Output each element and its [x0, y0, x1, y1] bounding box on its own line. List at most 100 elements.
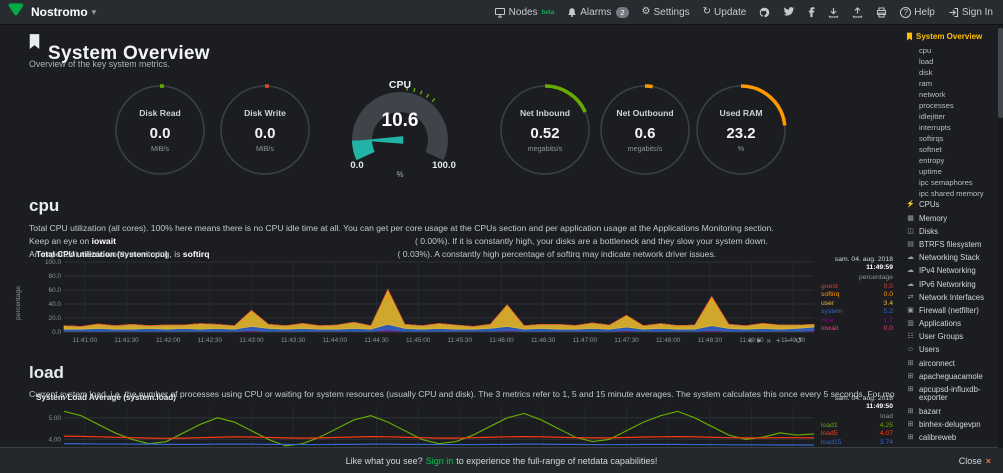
sidebar-item-ipv6-networking[interactable]: ☁ IPv6 Networking	[906, 278, 999, 291]
sidebar-item-label: IPv6 Networking	[919, 279, 976, 289]
gauge-cpu[interactable]: CPU 10.6 0.0 100.0%	[300, 76, 500, 179]
signin-label: Sign In	[961, 6, 993, 18]
legend-item-load1[interactable]: load1 4.25	[821, 422, 893, 429]
btrfs-icon: ▤	[907, 240, 914, 248]
sidebar-item-apacheguacamole[interactable]: ⊞ apacheguacamole	[906, 370, 999, 383]
legend-item-guest[interactable]: guest 0.0	[821, 283, 893, 290]
chart-toolbar-button-4[interactable]: −	[785, 336, 791, 345]
svg-text:Net Inbound: Net Inbound	[520, 108, 570, 118]
page-subtitle: Overview of the key system metrics.	[29, 59, 170, 69]
github-button[interactable]	[759, 7, 770, 18]
sidebar-item-memory[interactable]: ▦ Memory	[906, 212, 999, 225]
legend-item-load5[interactable]: load5 4.07	[821, 430, 893, 438]
x-tick-label: 11:47:00	[573, 337, 598, 344]
iowait-metric: iowait	[91, 235, 116, 246]
facebook-button[interactable]	[808, 6, 815, 18]
sidebar-subitem-network[interactable]: network	[919, 90, 946, 99]
gauge-disk-read[interactable]: Disk Read 0.0 MiB/s	[113, 83, 207, 177]
sidebar-item-airconnect[interactable]: ⊞ airconnect	[906, 357, 999, 370]
sidebar-item-apcupsd-influxdb-exporter[interactable]: ⊞ apcupsd-influxdb-exporter	[906, 384, 999, 406]
cpu-note-iowait: Keep an eye on iowait ( 0.00%). If it is …	[29, 236, 895, 246]
sidebar-item-disks[interactable]: ◫ Disks	[906, 225, 999, 238]
legend-item-nice[interactable]: nice 1.7	[821, 316, 893, 324]
load-description: Current system load, i.e. the number of …	[29, 389, 895, 399]
signin-button[interactable]: Sign In	[948, 7, 993, 18]
sidebar-item-binhex-delugevpn[interactable]: ⊞ binhex-delugevpn	[906, 418, 999, 431]
legend-item-softirq[interactable]: softirq 0.0	[821, 291, 893, 299]
update-button[interactable]: ↻ Update	[703, 7, 747, 18]
chart-toolbar-button-2[interactable]: »	[766, 336, 771, 345]
beta-badge: beta	[541, 8, 555, 16]
legend-item-system[interactable]: system 5.2	[821, 308, 893, 316]
legend-item-user[interactable]: user 3.4	[821, 299, 893, 307]
sidebar-subitem-ipc-shared-memory[interactable]: ipc shared memory	[919, 189, 984, 198]
facebook-icon	[809, 6, 815, 17]
sidebar-subitem-uptime[interactable]: uptime	[919, 167, 942, 176]
legend-item-iowait[interactable]: iowait 0.0	[821, 325, 893, 333]
chevron-down-icon[interactable]: ▾	[91, 6, 97, 17]
sidebar-item-bazarr[interactable]: ⊞ bazarr	[906, 405, 999, 418]
sidebar-item-firewall-netfilter-[interactable]: ▣ Firewall (netfilter)	[906, 305, 999, 318]
sidebar-subitem-load[interactable]: load	[919, 57, 934, 66]
chart-toolbar-button-0[interactable]: «	[748, 336, 753, 345]
sidebar-item-btrfs-filesystem[interactable]: ▤ BTRFS filesystem	[906, 239, 999, 252]
legend-time: 11:49:50	[866, 403, 893, 410]
alarms-button[interactable]: Alarms 2	[567, 6, 629, 18]
netdata-logo-icon[interactable]	[8, 2, 24, 22]
sidebar-subitem-softirqs[interactable]: softirqs	[919, 134, 944, 143]
banner-signin-link[interactable]: Sign in	[425, 455, 454, 466]
bell-icon	[568, 7, 576, 17]
chart-toolbar: « ▸ » + − ↺	[748, 336, 802, 345]
scrollbar-thumb[interactable]	[998, 28, 1003, 118]
gauge-net-outbound[interactable]: Net Outbound 0.6 megabits/s	[598, 83, 692, 177]
twitter-button[interactable]	[783, 7, 795, 17]
import-snapshot-button[interactable]	[852, 6, 863, 18]
chart-toolbar-button-1[interactable]: ▸	[757, 336, 762, 345]
users-icon: ☷	[907, 333, 914, 341]
banner-close-button[interactable]: Close ×	[959, 456, 991, 466]
sidebar-item-network-interfaces[interactable]: ⇄ Network Interfaces	[906, 291, 999, 304]
sidebar-subitem-processes[interactable]: processes	[919, 101, 954, 110]
sidebar-item-system-overview[interactable]: System Overview	[906, 32, 999, 41]
export-snapshot-button[interactable]	[828, 7, 839, 18]
sidebar-item-calibreweb[interactable]: ⊞ calibreweb	[906, 432, 999, 445]
sidebar-subitem-interrupts[interactable]: interrupts	[919, 123, 951, 132]
chart-toolbar-button-5[interactable]: ↺	[795, 336, 802, 345]
x-tick-label: 11:45:30	[448, 337, 473, 344]
scrollbar-track[interactable]	[998, 25, 1003, 448]
help-button[interactable]: ? Help	[900, 6, 935, 18]
gauge-net-inbound[interactable]: Net Inbound 0.52 megabits/s	[498, 83, 592, 177]
sidebar-subitem-cpu[interactable]: cpu	[919, 46, 932, 55]
svg-text:100.0: 100.0	[432, 160, 456, 171]
sidebar-subitem-entropy[interactable]: entropy	[919, 156, 945, 165]
sidebar-subitem-ipc-semaphores[interactable]: ipc semaphores	[919, 178, 973, 187]
x-tick-label: 11:47:30	[614, 337, 639, 344]
svg-text:80.0: 80.0	[49, 273, 62, 280]
sidebar-subitem-idlejitter[interactable]: idlejitter	[919, 112, 946, 121]
sidebar-item-networking-stack[interactable]: ☁ Networking Stack	[906, 252, 999, 265]
gauge-disk-write[interactable]: Disk Write 0.0 MiB/s	[218, 83, 312, 177]
print-button[interactable]	[876, 7, 887, 18]
cpu-chart[interactable]: 11:41:00 11:41:30 11:42:00 11:42:30 11:43:00…	[30, 258, 818, 346]
nodes-button[interactable]: Nodes beta	[494, 7, 555, 18]
x-tick-label: 11:46:30	[531, 337, 556, 344]
sidebar-item-label: apacheguacamole	[919, 371, 983, 381]
sidebar-item-label: User Groups	[919, 332, 964, 342]
gauge-used-ram[interactable]: Used RAM 23.2%	[694, 83, 788, 177]
legend-item-load15[interactable]: load15 3.74	[821, 438, 893, 446]
sidebar-item-user-groups[interactable]: ☷ User Groups	[906, 331, 999, 344]
node-name[interactable]: Nostromo	[31, 5, 88, 19]
settings-button[interactable]: ⚙ Settings	[642, 7, 690, 18]
settings-label: Settings	[653, 6, 690, 18]
chart-toolbar-button-3[interactable]: +	[775, 336, 781, 345]
sidebar-subitem-softnet[interactable]: softnet	[919, 145, 942, 154]
sidebar-item-users[interactable]: ☺ Users	[906, 344, 999, 357]
sidebar-subitem-disk[interactable]: disk	[919, 68, 933, 77]
page-title: System Overview	[48, 42, 210, 64]
sidebar-subitem-ram[interactable]: ram	[919, 79, 933, 88]
softirq-metric: softirq	[182, 248, 210, 259]
x-tick-label: 11:48:30	[698, 337, 723, 344]
sidebar-item-ipv4-networking[interactable]: ☁ IPv4 Networking	[906, 265, 999, 278]
sidebar-item-applications[interactable]: ▥ Applications	[906, 318, 999, 331]
sidebar-item-cpus[interactable]: ⚡ CPUs	[906, 199, 999, 212]
